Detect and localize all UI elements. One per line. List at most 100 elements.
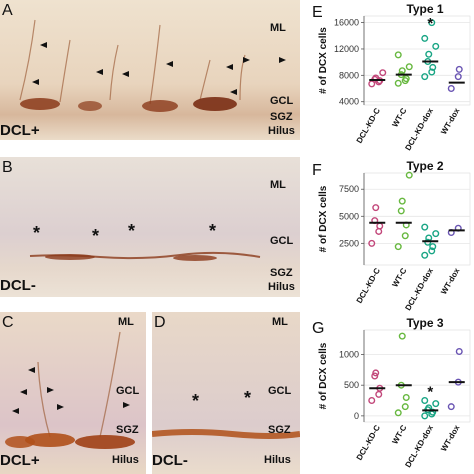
data-point [425,50,433,58]
svg-text:*: * [128,221,135,241]
svg-text:*: * [192,391,199,411]
data-point [368,80,376,88]
data-point [402,75,410,83]
chart-panel-f: Type 2 # of DCX cells 2500 5000 7500 DCL-KD-C… [318,159,471,312]
panel-c-letter: C [2,314,14,331]
y-axis-label: # of DCX cells [318,185,329,252]
data-point [429,243,437,251]
y-tick-label: 12000 [334,44,359,54]
x-tick-label: WT-dox [439,266,462,296]
x-tick-label: WT-C [390,423,408,445]
svg-text:*: * [209,221,216,241]
panel-d-letter: D [154,314,166,331]
data-point [398,67,406,75]
data-point [421,251,429,259]
plot-area [363,172,471,266]
panel-c-hilus-label: Hilus [112,454,139,466]
y-axis-label: # of DCX cells [318,342,329,409]
data-point [454,73,462,81]
y-axis-label: # of DCX cells [318,27,329,94]
panel-c-condition-label: DCL+ [0,452,40,469]
data-point [429,63,437,71]
micrograph-d-image: * * [152,312,300,474]
panel-d-ml-label: ML [272,316,288,328]
panel-a-condition-label: DCL+ [0,122,40,139]
panel-c-sgz-label: SGZ [116,424,139,436]
x-tick-label: DCL-KD-C [355,106,382,145]
data-point [398,332,406,340]
x-tick-label: WT-C [390,106,408,128]
data-point [421,397,429,405]
panel-c-ml-label: ML [118,316,134,328]
panel-d-condition-label: DCL- [152,452,188,469]
micrograph-panel-a: A ML GCL SGZ Hilus DCL+ [0,0,300,140]
x-tick-label: DCL-KD-C [355,423,382,462]
data-point [455,65,463,73]
panel-b-letter: B [2,159,13,176]
micrograph-b-image: * * * * [0,157,300,297]
data-point [397,207,405,215]
data-point [372,204,380,212]
x-tick-label: WT-dox [439,423,462,453]
micrograph-a-image [0,0,300,140]
panel-b-gcl-label: GCL [270,235,294,247]
panel-e-letter: E [312,4,323,21]
data-point [371,372,379,380]
panel-d-hilus-label: Hilus [264,454,291,466]
micrograph-panel-d: * * D ML GCL SGZ Hilus DCL- [152,312,300,474]
panel-c-gcl-label: GCL [116,385,140,397]
x-tick-label: DCL-KD-dox [403,423,435,469]
data-point [401,403,409,411]
plot-area [363,329,471,423]
micrograph-panel-b: * * * * B ML GCL SGZ Hilus DCL- [0,157,300,297]
svg-text:*: * [244,388,251,408]
data-point [398,197,406,205]
data-point [447,85,455,93]
data-point [432,400,440,408]
data-point [368,239,376,247]
y-tick-label: 8000 [339,70,359,80]
svg-text:*: * [33,223,40,243]
panel-f-letter: F [312,162,322,179]
micrograph-panel-c: C ML GCL SGZ Hilus DCL+ [0,312,146,474]
y-tick-label: 4000 [339,97,359,107]
data-point [394,51,402,59]
x-tick-label: WT-dox [439,106,462,136]
panel-b-condition-label: DCL- [0,277,36,294]
x-tick-label: DCL-KD-C [355,266,382,305]
significance-asterisk: * [427,15,433,32]
data-point [421,73,429,81]
data-point [372,369,380,377]
data-point [421,34,429,42]
y-tick-label: 5000 [339,211,359,221]
panel-b-ml-label: ML [270,179,286,191]
x-tick-label: DCL-KD-dox [403,106,435,152]
y-tick-label: 16000 [334,18,359,28]
chart-panel-e: Type 1 # of DCX cells 4000 8000 12000 16000 DC… [318,2,471,152]
data-point [394,243,402,251]
panel-a-sgz-label: SGZ [270,111,293,123]
data-point [379,69,387,77]
panel-d-sgz-label: SGZ [268,424,291,436]
data-point [368,397,376,405]
data-point [424,238,432,246]
data-point [402,393,410,401]
x-tick-label: WT-C [390,266,408,288]
data-point [421,412,429,420]
panel-a-hilus-label: Hilus [268,125,295,137]
data-point [401,232,409,240]
significance-asterisk: * [427,384,433,401]
data-point [421,223,429,231]
panel-a-gcl-label: GCL [270,95,294,107]
data-point [447,403,455,411]
data-point [405,171,413,179]
y-tick-label: 1000 [339,350,359,360]
y-tick-label: 7500 [339,184,359,194]
x-tick-label: DCL-KD-dox [403,266,435,312]
micrograph-c-image [0,312,146,474]
chart-title: Type 2 [406,159,443,173]
svg-text:*: * [92,226,99,246]
y-tick-label: 500 [344,380,359,390]
data-point [428,68,436,76]
